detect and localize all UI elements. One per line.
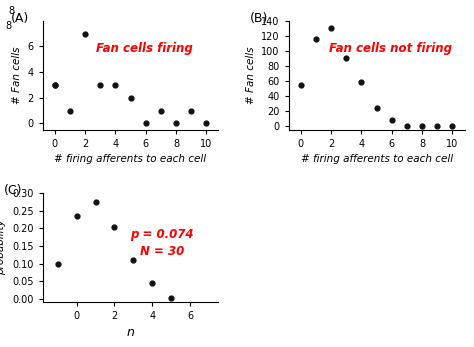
Point (111, 82, 119, 88)
Point (388, 117, 396, 123)
Point (172, 120, 180, 126)
Y-axis label: # Fan cells: # Fan cells (12, 46, 22, 104)
Point (373, 105, 381, 111)
Point (157, 108, 164, 113)
X-axis label: # firing afferents to each cell: # firing afferents to each cell (55, 154, 207, 164)
Point (148, 280, 156, 286)
Point (73, 213, 81, 219)
Point (111, 224, 118, 229)
Text: N = 30: N = 30 (140, 245, 184, 258)
Point (187, 108, 195, 113)
X-axis label: # firing afferents to each cell: # firing afferents to each cell (301, 154, 453, 164)
Y-axis label: # Fan cells: # Fan cells (246, 46, 255, 104)
Point (82, 31, 89, 36)
Point (403, 123, 411, 129)
Text: 8: 8 (9, 7, 15, 16)
Point (297, 83, 305, 88)
Text: Fan cells not firing: Fan cells not firing (329, 42, 452, 54)
Point (343, 56, 350, 61)
Point (202, 120, 210, 126)
Point (54, 261, 62, 266)
Point (96, 82, 104, 88)
X-axis label: n: n (127, 327, 135, 339)
Point (92, 199, 100, 205)
Text: (A): (A) (11, 12, 29, 25)
Text: Fan cells firing: Fan cells firing (96, 42, 193, 54)
Point (448, 123, 456, 129)
Text: (B): (B) (250, 12, 268, 25)
Point (312, 36, 320, 42)
Point (418, 123, 426, 129)
Text: p = 0.074: p = 0.074 (130, 228, 194, 241)
Y-axis label: probability: probability (0, 220, 7, 275)
Point (129, 257, 137, 263)
Point (328, 26, 335, 31)
Point (142, 120, 149, 126)
Point (66, 108, 74, 113)
Point (358, 80, 365, 85)
Point (433, 123, 441, 129)
Point (51, 82, 59, 88)
Text: (C): (C) (4, 184, 22, 197)
Point (167, 296, 175, 301)
Point (127, 95, 134, 101)
Point (51, 82, 59, 88)
Text: 8: 8 (5, 21, 11, 31)
